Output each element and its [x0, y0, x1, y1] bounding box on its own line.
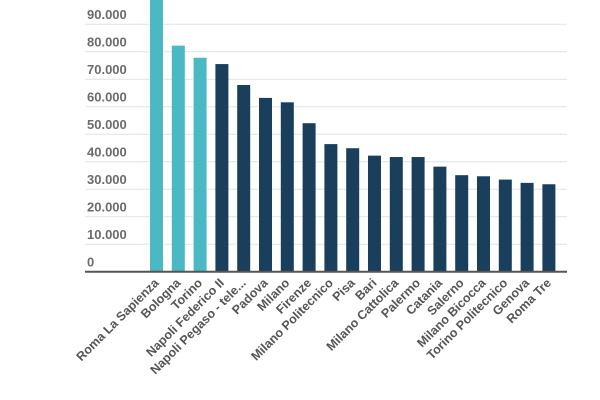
bar: [193, 57, 207, 272]
bar: [455, 175, 469, 272]
bar: [542, 184, 556, 272]
y-tick-label: 30.000: [87, 172, 127, 187]
bar: [477, 176, 490, 272]
y-tick-label: 10.000: [87, 227, 127, 242]
bar: [280, 102, 294, 272]
y-tick-label: 80.000: [87, 35, 127, 50]
y-tick-label: 70.000: [87, 62, 127, 77]
bar: [215, 64, 229, 272]
bar: [389, 157, 403, 272]
bar: [368, 155, 381, 272]
bar: [171, 45, 185, 272]
y-tick-label: 90.000: [87, 7, 127, 22]
y-tick-label: 50.000: [87, 117, 127, 132]
x-tick-label: Pisa: [330, 275, 359, 304]
y-tick-label: 60.000: [87, 90, 127, 105]
bar: [498, 179, 512, 272]
bar: [324, 144, 338, 272]
bar: [302, 123, 316, 272]
y-tick-label: 0: [87, 255, 94, 270]
bar: [346, 148, 360, 272]
y-tick-label: 20.000: [87, 200, 127, 215]
bar: [150, 0, 163, 272]
bar: [433, 166, 447, 272]
bar: [237, 84, 251, 272]
bar: [520, 182, 534, 272]
bar: [259, 97, 272, 272]
bar: [411, 157, 425, 272]
y-tick-label: 40.000: [87, 145, 127, 160]
